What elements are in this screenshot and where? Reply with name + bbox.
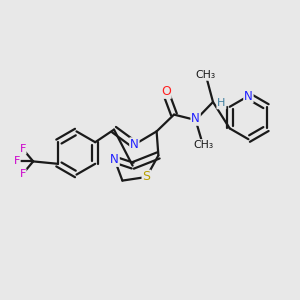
Text: N: N — [110, 153, 119, 166]
Text: CH₃: CH₃ — [193, 140, 213, 150]
Text: CH₃: CH₃ — [195, 70, 216, 80]
Text: F: F — [14, 156, 20, 167]
Text: F: F — [20, 169, 26, 179]
Text: O: O — [161, 85, 171, 98]
Text: H: H — [217, 98, 226, 109]
Text: N: N — [191, 112, 200, 125]
Text: S: S — [142, 170, 150, 184]
Text: N: N — [244, 89, 253, 103]
Text: N: N — [130, 138, 139, 151]
Text: F: F — [20, 144, 26, 154]
